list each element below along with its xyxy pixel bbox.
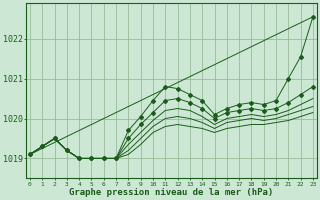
- X-axis label: Graphe pression niveau de la mer (hPa): Graphe pression niveau de la mer (hPa): [69, 188, 274, 197]
